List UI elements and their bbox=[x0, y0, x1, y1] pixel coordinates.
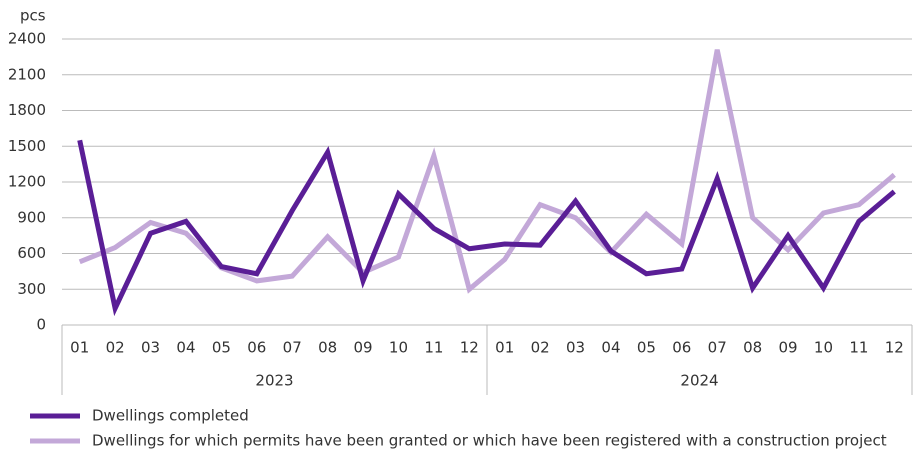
x-tick-label: 08 bbox=[743, 339, 762, 357]
legend-label: Dwellings completed bbox=[92, 407, 249, 425]
y-tick-label: 900 bbox=[17, 208, 46, 226]
x-tick-label: 02 bbox=[106, 339, 125, 357]
x-tick-label: 09 bbox=[778, 339, 797, 357]
y-tick-label: 300 bbox=[17, 280, 46, 298]
x-tick-label: 04 bbox=[601, 339, 620, 357]
legend-label: Dwellings for which permits have been gr… bbox=[92, 432, 887, 450]
x-tick-label: 12 bbox=[460, 339, 479, 357]
y-tick-label: 1500 bbox=[8, 137, 46, 155]
x-tick-label: 04 bbox=[176, 339, 195, 357]
x-tick-label: 06 bbox=[247, 339, 266, 357]
x-tick-label: 10 bbox=[389, 339, 408, 357]
y-tick-label: 600 bbox=[17, 244, 46, 262]
x-tick-label: 08 bbox=[318, 339, 337, 357]
series-line bbox=[77, 139, 896, 317]
y-tick-label: 2100 bbox=[8, 65, 46, 83]
x-tick-label: 10 bbox=[814, 339, 833, 357]
y-tick-label: 1200 bbox=[8, 173, 46, 191]
x-tick-label: 07 bbox=[283, 339, 302, 357]
x-tick-label: 11 bbox=[424, 339, 443, 357]
x-tick-label: 05 bbox=[637, 339, 656, 357]
x-group-label: 2024 bbox=[680, 372, 718, 390]
x-tick-label: 03 bbox=[566, 339, 585, 357]
x-tick-label: 05 bbox=[212, 339, 231, 357]
y-unit-label: pcs bbox=[20, 7, 46, 25]
y-tick-label: 2400 bbox=[8, 30, 46, 48]
y-tick-label: 1800 bbox=[8, 101, 46, 119]
x-tick-label: 03 bbox=[141, 339, 160, 357]
y-tick-label: 0 bbox=[36, 316, 46, 334]
x-tick-label: 01 bbox=[495, 339, 514, 357]
x-group-label: 2023 bbox=[255, 372, 293, 390]
x-tick-label: 02 bbox=[531, 339, 550, 357]
x-tick-label: 11 bbox=[849, 339, 868, 357]
x-tick-label: 12 bbox=[885, 339, 904, 357]
x-tick-label: 07 bbox=[708, 339, 727, 357]
x-tick-label: 09 bbox=[353, 339, 372, 357]
x-tick-label: 06 bbox=[672, 339, 691, 357]
x-tick-label: 01 bbox=[70, 339, 89, 357]
